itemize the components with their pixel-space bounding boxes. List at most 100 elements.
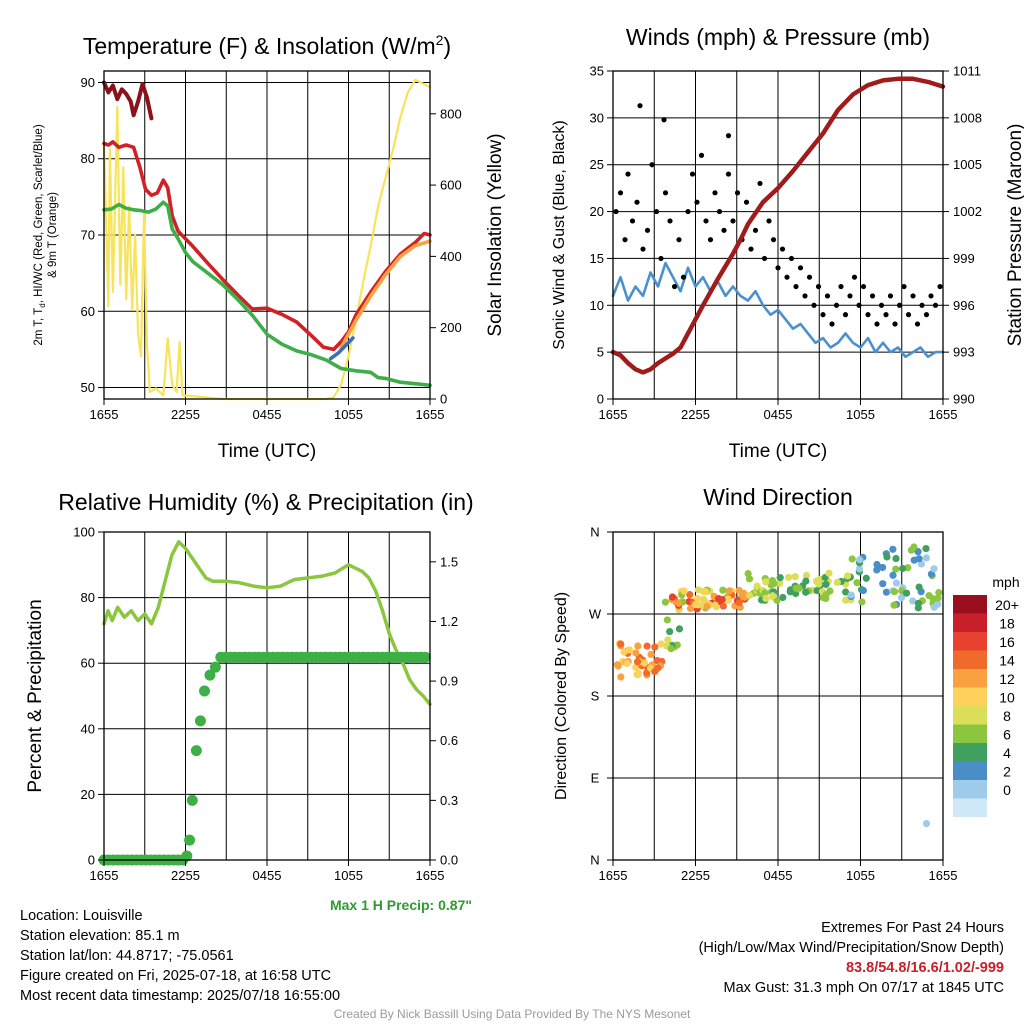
rh-chart-title: Relative Humidity (%) & Precipitation (i…	[58, 489, 473, 515]
gust-point	[919, 302, 925, 308]
wind-direction-point	[914, 548, 922, 556]
wind-xtick-label: 1655	[929, 407, 958, 422]
wind-direction-point	[719, 602, 727, 610]
wind-direction-point	[879, 580, 887, 588]
speed-legend-label: 20+	[995, 597, 1019, 613]
t2m-line	[102, 140, 432, 352]
gust-point	[797, 265, 804, 271]
rh-xtick-label: 1655	[90, 868, 119, 883]
recent-data-text: Most recent data timestamp: 2025/07/18 1…	[20, 988, 341, 1004]
speed-legend-label: 18	[999, 616, 1015, 632]
speed-legend-label: 8	[1003, 708, 1011, 724]
wind-y2tick-label: 999	[953, 251, 975, 266]
temp-xtick-label: 1655	[416, 407, 445, 422]
temp-y2tick-label: 200	[440, 320, 462, 335]
gust-point	[757, 180, 763, 187]
gust-point	[694, 199, 700, 205]
temp-ylabel-line2: & 9m T (Orange)	[47, 192, 59, 278]
wind-direction-point	[718, 595, 726, 604]
speed-legend-swatch	[953, 743, 987, 762]
speed-legend-swatch	[953, 650, 987, 669]
wind-direction-point	[802, 588, 810, 596]
gust-point	[901, 283, 907, 290]
wind-direction-point	[643, 642, 651, 650]
wind-direction-point	[843, 572, 852, 580]
wind-direction-point	[668, 593, 677, 601]
wind-direction-point	[889, 571, 897, 579]
wind-direction-point	[862, 574, 870, 582]
gust-point	[923, 312, 930, 318]
credit-text: Created By Nick Bassill Using Data Provi…	[333, 1007, 691, 1021]
wind-direction-point	[802, 571, 811, 579]
wind-direction-point	[889, 545, 897, 553]
wind-direction-point	[909, 597, 917, 605]
rh-y2tick-label: 0.3	[440, 793, 458, 808]
wind-direction-point	[620, 648, 628, 656]
temp-ytick-label: 80	[81, 151, 95, 166]
sonic-wind-line	[611, 261, 945, 359]
wind-direction-point	[634, 669, 643, 677]
wind-direction-point	[897, 594, 906, 602]
wind-direction-point	[761, 589, 769, 597]
temp-y2tick-label: 600	[440, 178, 462, 193]
wind-direction-point	[634, 642, 642, 650]
temp-y2tick-label: 800	[440, 106, 462, 121]
extremes-title: Extremes For Past 24 Hours	[821, 920, 1004, 936]
wind-direction-point	[762, 594, 770, 603]
wdir-ytick-label: S	[591, 689, 600, 704]
wind-y2tick-label: 990	[953, 392, 975, 407]
wind-direction-point	[675, 625, 684, 633]
wind-direction-point	[686, 604, 695, 613]
rh-ylabel: Percent & Precipitation	[25, 599, 46, 792]
wind-direction-point	[902, 589, 911, 597]
speed-legend-label: 16	[999, 634, 1015, 650]
gust-point	[637, 103, 643, 109]
wind-xtick-label: 1055	[846, 407, 875, 422]
wind-direction-point	[776, 574, 784, 582]
rh-line	[102, 540, 432, 706]
wind-ytick-label: 35	[590, 64, 604, 79]
gust-point	[661, 117, 667, 123]
gust-point	[887, 293, 894, 299]
wind-direction-point	[883, 553, 891, 561]
wind-direction-point	[859, 586, 868, 595]
gust-point	[910, 293, 916, 299]
gust-point	[838, 283, 844, 290]
wind-direction-point	[785, 573, 793, 581]
latlon-text: Station lat/lon: 44.8717; -75.0561	[20, 948, 234, 964]
wind-direction-point	[822, 580, 830, 589]
wdir-chart-title: Wind Direction	[703, 484, 853, 510]
extremes-info: Extremes For Past 24 Hours (High/Low/Max…	[699, 918, 1004, 998]
wind-direction-point	[663, 616, 671, 624]
gust-point	[811, 302, 817, 308]
precip-point	[204, 669, 216, 681]
wind-direction-point	[664, 636, 672, 644]
rh-ytick-label: 100	[73, 525, 95, 540]
wind-direction-point	[915, 583, 923, 591]
gust-point	[928, 293, 934, 299]
wind-direction-point	[699, 595, 708, 604]
wind-direction-point	[935, 588, 943, 597]
gust-point	[806, 274, 813, 280]
gust-point	[820, 312, 826, 318]
wind-direction-point	[813, 586, 821, 595]
td-line	[102, 200, 432, 388]
temp-xlabel: Time (UTC)	[218, 441, 317, 462]
wind-direction-point	[711, 601, 719, 609]
wind-direction-point	[651, 643, 659, 651]
wdir-xtick-label: 1055	[846, 868, 875, 883]
gust-point	[802, 293, 808, 299]
gust-point	[698, 152, 705, 158]
wind-xtick-label: 0455	[764, 407, 793, 422]
speed-legend-label: 6	[1003, 727, 1011, 743]
wind-direction-point	[858, 598, 866, 606]
rh-ytick-label: 60	[81, 656, 95, 671]
wind-y2tick-label: 996	[953, 298, 975, 313]
precip-point	[181, 850, 193, 862]
wind-direction-point	[922, 545, 930, 553]
wind-direction-point	[892, 565, 900, 573]
speed-legend-label: 4	[1003, 745, 1011, 761]
gust-point	[851, 274, 858, 280]
wind-direction-point	[848, 555, 856, 563]
wind-direction-point	[666, 627, 674, 636]
